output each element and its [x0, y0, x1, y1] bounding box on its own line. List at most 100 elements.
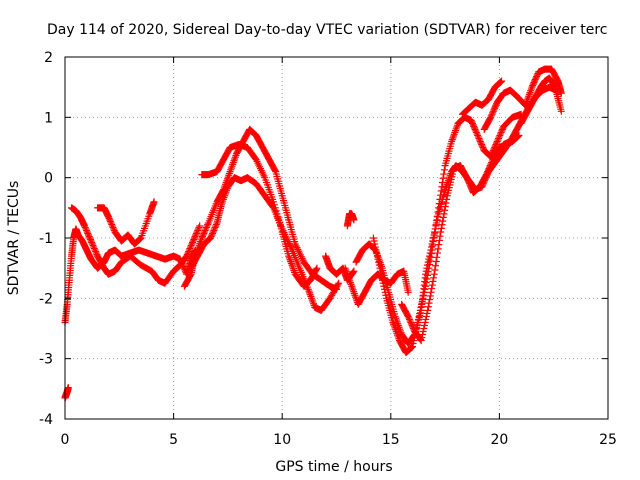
data-point — [532, 74, 540, 82]
data-point — [150, 198, 158, 206]
data-point — [191, 232, 199, 240]
data-point — [334, 281, 342, 289]
data-point — [438, 178, 446, 186]
data-point — [420, 291, 428, 299]
data-point — [433, 253, 441, 261]
data-point — [425, 264, 433, 272]
data-point — [429, 242, 437, 250]
data-point — [82, 225, 90, 233]
data-point — [186, 271, 194, 279]
y-tick-label: -3 — [39, 352, 53, 368]
data-point — [530, 79, 538, 87]
data-point — [199, 231, 207, 239]
data-point — [498, 127, 506, 135]
data-point — [420, 321, 428, 329]
data-point — [439, 174, 447, 182]
data-point — [430, 233, 438, 241]
data-point — [466, 181, 474, 189]
data-point — [439, 213, 447, 221]
data-point — [90, 243, 98, 251]
data-point — [313, 264, 321, 272]
data-point — [498, 77, 506, 85]
x-tick-label: 10 — [273, 432, 291, 448]
data-point — [408, 321, 416, 329]
data-point — [210, 226, 218, 234]
x-tick-label: 20 — [490, 432, 508, 448]
data-point — [421, 318, 429, 326]
data-point — [433, 212, 441, 220]
data-points — [61, 65, 565, 402]
data-point — [431, 225, 439, 233]
data-point — [91, 246, 99, 254]
data-point — [190, 234, 198, 242]
data-point — [379, 279, 387, 287]
data-point — [417, 337, 425, 345]
data-point — [381, 285, 389, 293]
data-point — [88, 239, 96, 247]
data-point — [377, 270, 385, 278]
data-point — [376, 264, 384, 272]
data-point — [187, 242, 195, 250]
data-point — [467, 183, 475, 191]
data-point — [377, 267, 385, 275]
data-point — [106, 216, 114, 224]
y-tick-label: -4 — [39, 412, 53, 428]
data-point — [81, 222, 89, 230]
data-point — [531, 77, 539, 85]
data-point — [86, 236, 94, 244]
data-point — [415, 312, 423, 320]
data-point — [211, 223, 219, 231]
data-point — [371, 240, 379, 248]
data-point — [468, 118, 476, 126]
data-point — [382, 291, 390, 299]
data-point — [192, 231, 200, 239]
data-point — [472, 128, 480, 136]
data-point — [419, 294, 427, 302]
data-point — [551, 82, 559, 90]
data-point — [436, 232, 444, 240]
data-point — [84, 229, 92, 237]
data-point — [431, 229, 439, 237]
data-point — [85, 232, 93, 240]
data-point — [471, 125, 479, 133]
data-point — [489, 109, 497, 117]
data-point — [435, 200, 443, 208]
y-tick-label: 2 — [44, 50, 53, 66]
data-point — [404, 312, 412, 320]
data-point — [476, 136, 484, 144]
data-point — [409, 325, 417, 332]
data-point — [374, 255, 382, 263]
data-point — [478, 142, 486, 150]
data-point — [529, 80, 537, 88]
data-point — [427, 288, 435, 296]
data-point — [204, 220, 212, 228]
data-point — [496, 131, 504, 139]
data-point — [436, 195, 444, 203]
data-point — [409, 323, 417, 331]
data-point — [437, 187, 445, 195]
data-point — [426, 292, 434, 300]
data-point — [441, 203, 449, 211]
data-point — [190, 236, 198, 244]
data-point — [483, 169, 491, 177]
data-point — [108, 222, 116, 230]
data-point — [528, 83, 536, 91]
data-point — [433, 217, 441, 225]
data-point — [425, 299, 433, 307]
data-point — [419, 328, 427, 336]
data-point — [406, 317, 414, 325]
data-point — [465, 180, 473, 188]
data-point — [440, 170, 448, 178]
data-point — [271, 166, 279, 174]
data-point — [207, 232, 215, 240]
data-point — [416, 306, 424, 314]
data-point — [196, 222, 204, 230]
data-point — [484, 166, 492, 174]
data-point — [424, 303, 432, 311]
data-point — [373, 249, 381, 257]
data-point — [409, 343, 417, 351]
data-point — [198, 232, 206, 240]
data-point — [414, 318, 422, 326]
data-point — [421, 285, 429, 293]
data-point — [405, 315, 413, 323]
